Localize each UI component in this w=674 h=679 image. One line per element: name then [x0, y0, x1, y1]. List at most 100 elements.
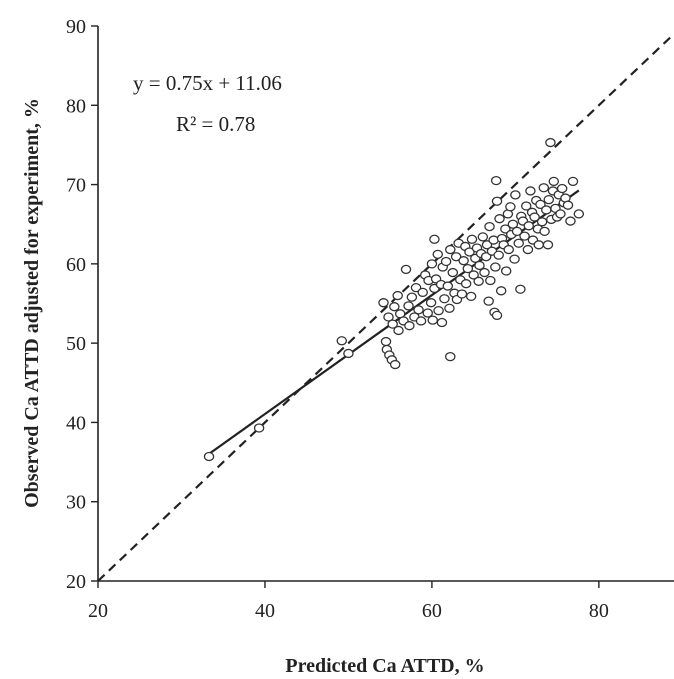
data-point [542, 240, 554, 250]
y-tick-label: 70 [66, 175, 86, 197]
data-point [567, 176, 579, 187]
data-point [519, 231, 530, 241]
data-point [432, 249, 444, 259]
axes-layer: 20 30 40 50 60 70 80 90 20 40 60 80 [66, 16, 674, 622]
data-point [456, 289, 468, 299]
data-point [491, 196, 503, 206]
data-point [458, 256, 469, 266]
data-point [429, 234, 440, 244]
data-point [545, 137, 556, 148]
data-point [403, 301, 414, 311]
data-point [556, 183, 568, 194]
data-point [444, 303, 455, 313]
data-point [343, 348, 354, 359]
points-layer [203, 137, 585, 462]
data-point [509, 254, 520, 264]
x-tick-label: 20 [88, 600, 108, 622]
data-point [433, 305, 444, 316]
data-point [507, 219, 519, 229]
data-point [533, 240, 545, 250]
data-point [491, 310, 503, 321]
data-point [515, 284, 526, 294]
data-point [488, 235, 499, 245]
data-point [494, 214, 505, 224]
data-point [513, 238, 524, 248]
data-point [529, 212, 540, 222]
equation-annotation: y = 0.75x + 11.06 [133, 71, 282, 95]
data-point [447, 267, 459, 278]
data-point [466, 234, 478, 244]
r-squared-annotation: R² = 0.78 [176, 112, 255, 136]
data-point [415, 316, 427, 326]
data-point [413, 305, 424, 315]
data-point [468, 270, 479, 280]
data-point [378, 298, 389, 308]
data-point [460, 279, 472, 289]
data-point [484, 221, 495, 232]
data-point [404, 321, 415, 331]
data-point [410, 282, 422, 293]
data-point [548, 176, 560, 187]
x-tick-label: 40 [255, 600, 275, 622]
data-point [474, 260, 485, 271]
data-point [495, 286, 507, 296]
data-point [389, 359, 401, 370]
data-point [392, 290, 403, 301]
data-point [400, 264, 412, 275]
y-tick-label: 90 [66, 16, 86, 38]
data-point [541, 205, 552, 215]
data-point [539, 226, 550, 237]
data-point [483, 296, 494, 306]
data-point [490, 262, 501, 272]
data-point [387, 319, 398, 329]
data-point [440, 256, 452, 267]
x-axis-title: Predicted Ca ATTD, % [285, 655, 484, 677]
data-point [511, 226, 523, 237]
data-point [462, 263, 474, 274]
data-point [450, 252, 462, 262]
data-point [389, 302, 400, 312]
y-tick-label: 40 [66, 412, 86, 434]
data-point [203, 451, 215, 462]
y-tick-label: 50 [66, 333, 86, 355]
data-point [427, 315, 438, 325]
data-point [520, 201, 532, 211]
data-point [500, 224, 511, 234]
data-point [555, 209, 566, 219]
x-tick-label: 60 [422, 600, 442, 622]
data-point [522, 244, 534, 255]
data-point [417, 287, 428, 298]
data-point [525, 186, 536, 196]
data-point [426, 259, 438, 269]
data-point [493, 250, 504, 260]
data-point [477, 232, 489, 242]
data-point [442, 281, 454, 291]
data-point [481, 240, 493, 250]
data-point [380, 336, 392, 347]
y-axis-title: Observed Ca ATTD adjusted for experiment… [21, 98, 43, 508]
data-point [485, 275, 496, 286]
data-point [383, 312, 394, 322]
data-point [465, 291, 477, 302]
data-point [439, 294, 450, 304]
data-point [562, 200, 574, 210]
data-point [393, 325, 404, 336]
data-point [253, 423, 265, 433]
data-point [536, 217, 548, 227]
data-point [500, 266, 512, 276]
identity-line-dashed [97, 33, 674, 582]
data-point [505, 202, 516, 212]
data-point [510, 190, 521, 200]
y-tick-label: 30 [66, 492, 86, 514]
data-point [503, 244, 514, 255]
data-point [565, 216, 576, 226]
data-point [490, 175, 502, 186]
data-point [473, 276, 484, 286]
data-point [479, 267, 490, 278]
data-point [464, 247, 475, 257]
data-point [573, 209, 585, 219]
x-tick-label: 80 [589, 600, 609, 622]
data-point [543, 194, 555, 205]
